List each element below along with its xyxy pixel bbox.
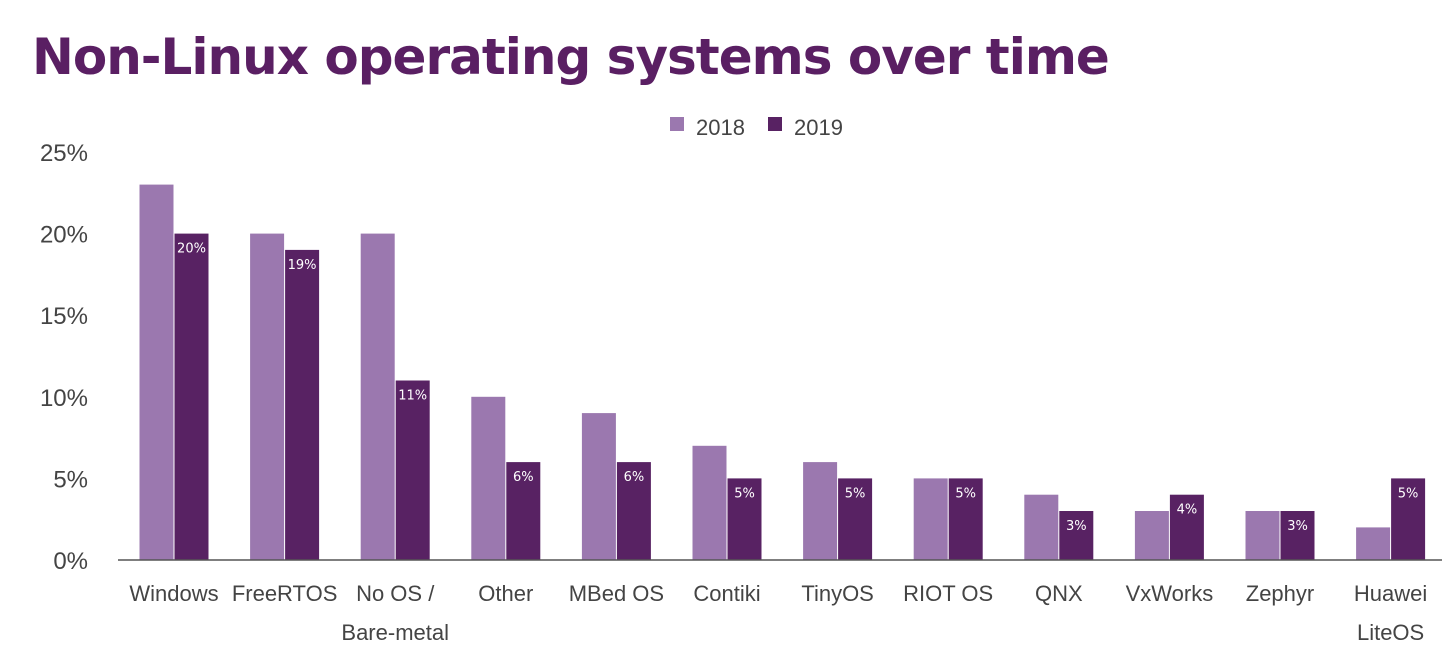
data-label: 6% [624,470,645,485]
bar-2019 [1169,494,1204,560]
bar-2018 [139,184,174,560]
x-tick-label: VxWorks [1126,581,1214,606]
data-label: 5% [1398,486,1419,501]
chart-title: Non-Linux operating systems over time [32,28,1110,86]
y-axis: 0% 5% 10% 15% 20% 25% [40,140,88,575]
bar-2018 [471,396,506,560]
bar-2018 [1245,511,1280,560]
bar-2019 [838,478,873,560]
data-label: 3% [1066,519,1087,534]
data-label: 19% [288,258,317,273]
bar-2019 [395,380,430,560]
legend-swatch-2018 [670,117,684,131]
data-label: 3% [1287,519,1308,534]
data-label: 6% [513,470,534,485]
legend: 2018 2019 [670,115,843,140]
y-tick-label: 25% [40,140,88,167]
y-tick-label: 15% [40,303,88,330]
bar-2018 [692,445,727,560]
x-tick-label: LiteOS [1357,620,1424,645]
bar-2019 [616,462,651,560]
legend-label-2019: 2019 [794,115,843,140]
x-tick-label: Huawei [1354,581,1427,606]
bar-2018 [1356,527,1391,560]
data-label: 5% [955,486,976,501]
bar-2018 [1134,511,1169,560]
data-labels: 20% 19% 11% 6% 6% 5% 5% 5% 3% 4% 3% 5% [177,242,1418,534]
x-tick-label: TinyOS [801,581,874,606]
bar-2019 [727,478,762,560]
x-tick-label: Bare-metal [341,620,449,645]
bar-2018 [360,233,395,560]
data-label: 20% [177,242,206,257]
bar-2018 [803,462,838,560]
x-axis: Windows FreeRTOS No OS / Bare-metal Other MBe… [129,581,1427,645]
bar-2019 [1391,478,1426,560]
bar-2019 [174,233,209,560]
x-tick-label: No OS / [356,581,435,606]
data-label: 4% [1177,503,1198,518]
bar-2019 [1059,511,1094,560]
bar-2018 [913,478,948,560]
data-label: 5% [845,486,866,501]
bar-2018 [250,233,285,560]
y-tick-label: 20% [40,222,88,249]
y-tick-label: 5% [53,466,88,493]
x-tick-label: MBed OS [569,581,664,606]
data-label: 5% [734,486,755,501]
bar-2019 [1280,511,1315,560]
bars [139,184,1426,560]
x-tick-label: Contiki [693,581,760,606]
x-tick-label: FreeRTOS [232,581,338,606]
legend-label-2018: 2018 [696,115,745,140]
y-tick-label: 0% [53,548,88,575]
x-tick-label: Windows [129,581,218,606]
bar-2018 [581,413,616,560]
y-tick-label: 10% [40,385,88,412]
bar-2018 [1024,494,1059,560]
bar-2019 [285,249,320,560]
x-tick-label: RIOT OS [903,581,993,606]
x-tick-label: Zephyr [1246,581,1314,606]
x-tick-label: QNX [1035,581,1083,606]
x-tick-label: Other [478,581,533,606]
legend-swatch-2019 [768,117,782,131]
bar-2019 [948,478,983,560]
data-label: 11% [398,389,427,404]
bar-2019 [506,462,541,560]
